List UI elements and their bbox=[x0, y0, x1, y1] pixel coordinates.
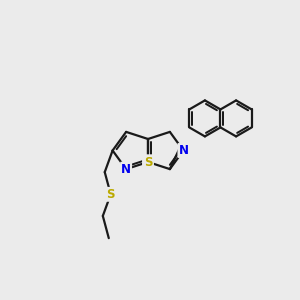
Text: S: S bbox=[106, 188, 115, 201]
Text: N: N bbox=[178, 144, 188, 157]
Text: N: N bbox=[121, 163, 131, 176]
Text: S: S bbox=[144, 155, 152, 169]
Text: N: N bbox=[143, 155, 153, 169]
